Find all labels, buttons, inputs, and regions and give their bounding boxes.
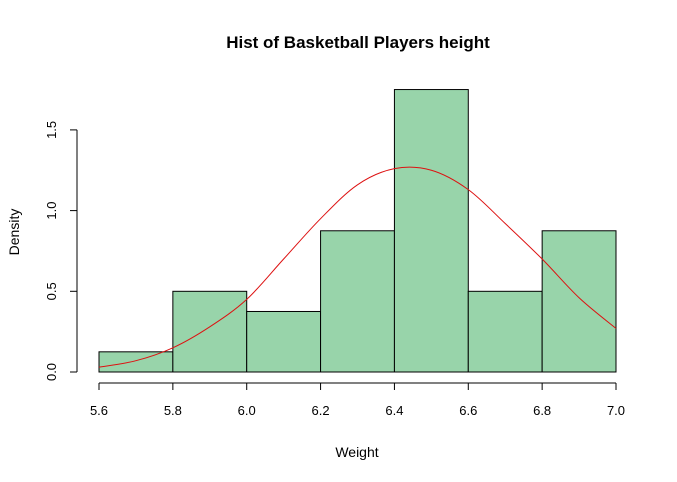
histogram-bar-2 (172, 290, 248, 373)
x-axis-label: Weight (335, 444, 378, 460)
histogram-bar-1 (98, 351, 174, 373)
x-axis: 5.6 5.8 6.0 6.2 6.4 6.6 6.8 7.0 (90, 382, 625, 418)
x-tick-label: 6.8 (533, 403, 551, 418)
y-axis: 0.0 0.5 1.0 1.5 (44, 121, 78, 381)
y-tick-label: 0.5 (44, 282, 59, 300)
histogram-bar-3 (246, 310, 322, 373)
histogram-bar-5 (393, 89, 469, 373)
histogram-bar-7 (541, 230, 617, 373)
x-tick-label: 6.0 (238, 403, 256, 418)
y-tick-label: 0.0 (44, 363, 59, 381)
chart-title: Hist of Basketball Players height (226, 33, 490, 52)
x-tick-label: 5.8 (164, 403, 182, 418)
x-tick-label: 6.6 (459, 403, 477, 418)
histogram-bar-4 (320, 230, 395, 373)
y-tick-label: 1.0 (44, 202, 59, 220)
x-tick-label: 5.6 (90, 403, 108, 418)
density-curve-line (98, 166, 617, 368)
bars-group (98, 89, 617, 373)
y-tick-label: 1.5 (44, 121, 59, 139)
x-tick-label: 7.0 (607, 403, 625, 418)
x-tick-label: 6.4 (385, 403, 403, 418)
histogram-bar-6 (467, 290, 543, 373)
density-curve-group (98, 166, 617, 368)
x-tick-label: 6.2 (312, 403, 330, 418)
y-axis-label: Density (6, 209, 22, 256)
